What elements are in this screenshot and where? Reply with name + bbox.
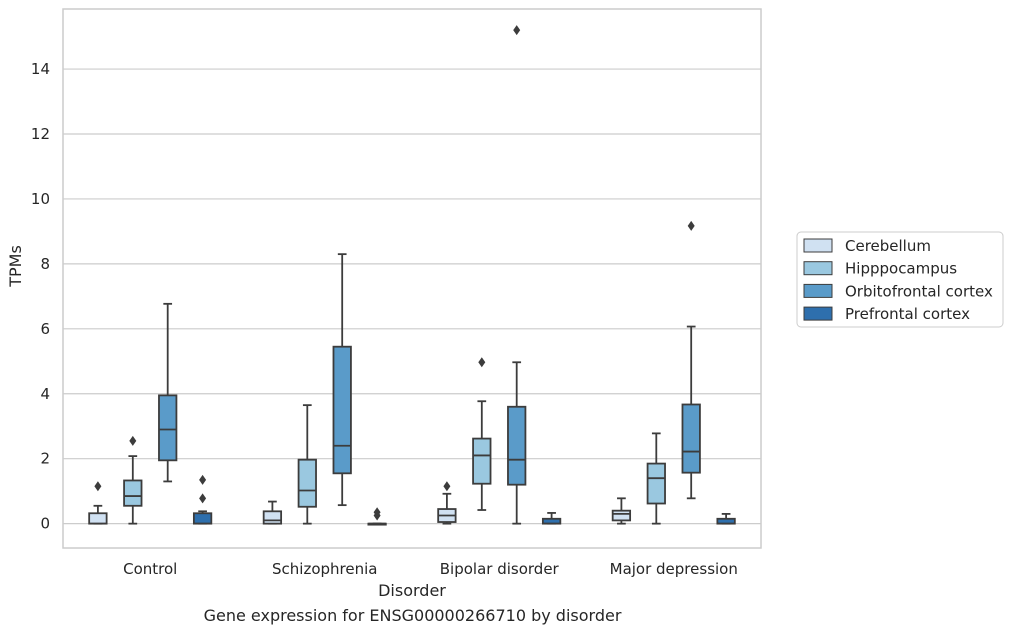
- box-plots: [88, 25, 736, 526]
- outlier-point: [687, 220, 695, 231]
- legend-label: Orbitofrontal cortex: [845, 282, 993, 300]
- box-plot: [88, 481, 108, 525]
- x-tick-label: Schizophrenia: [272, 560, 377, 578]
- legend-swatch: [803, 261, 833, 276]
- box: [507, 405, 527, 486]
- box-plot: [297, 404, 317, 525]
- box-plot: [123, 435, 143, 525]
- box-plot: [681, 220, 701, 500]
- legend-label: Hipppocampus: [845, 260, 957, 278]
- legend-label: Prefrontal cortex: [845, 305, 970, 323]
- x-axis-ticks: Control Schizophrenia Bipolar disorder Majo…: [123, 560, 738, 578]
- outlier-point: [443, 481, 451, 492]
- x-tick-label: Bipolar disorder: [440, 560, 560, 578]
- outlier-point: [478, 357, 486, 368]
- box: [88, 512, 108, 525]
- box-plot: [158, 302, 178, 483]
- legend: Cerebellum Hipppocampus Orbitofrontal cort…: [796, 231, 1004, 328]
- box: [297, 458, 317, 508]
- box: [472, 437, 492, 485]
- box: [332, 345, 352, 475]
- legend-label: Cerebellum: [845, 237, 931, 255]
- box: [262, 510, 283, 525]
- outlier-point: [513, 25, 521, 36]
- outlier-point: [129, 435, 137, 446]
- box-plot: [192, 474, 213, 525]
- box: [192, 512, 213, 525]
- y-axis-label: TPMs: [6, 245, 25, 288]
- y-tick-label: 12: [31, 125, 50, 143]
- outlier-point: [94, 481, 102, 492]
- y-tick-label: 14: [31, 60, 50, 78]
- outlier-point: [199, 493, 207, 504]
- x-tick-label: Major depression: [610, 560, 738, 578]
- y-tick-label: 8: [40, 255, 50, 273]
- box: [123, 479, 143, 507]
- outlier-point: [373, 507, 381, 518]
- box-plot: [472, 357, 492, 511]
- box-plot: [332, 253, 352, 507]
- box-plot: [437, 481, 457, 525]
- y-tick-label: 0: [40, 515, 50, 533]
- y-axis-ticks: 0 2 4 6 8 10 12 14: [31, 60, 50, 533]
- box-plot: [262, 500, 283, 525]
- box-plot: [716, 513, 736, 525]
- box: [611, 509, 632, 522]
- y-tick-label: 2: [40, 450, 50, 468]
- box: [158, 394, 178, 462]
- box-plot: [367, 507, 387, 526]
- chart-caption: Gene expression for ENSG00000266710 by d…: [203, 606, 622, 625]
- box-plot: [507, 25, 527, 525]
- x-tick-label: Control: [123, 560, 177, 578]
- x-axis-label: Disorder: [378, 581, 446, 600]
- legend-swatch: [803, 306, 833, 321]
- box-plot: [611, 497, 632, 525]
- box: [681, 403, 701, 474]
- legend-swatch: [803, 238, 833, 253]
- plot-frame: [62, 8, 762, 549]
- box-plot: [646, 432, 666, 525]
- box: [646, 462, 666, 505]
- y-tick-label: 10: [31, 190, 50, 208]
- box-plot: [541, 512, 562, 525]
- legend-swatch: [803, 283, 833, 298]
- legend-box: [796, 231, 1004, 328]
- y-tick-label: 6: [40, 320, 50, 338]
- grid-lines: [63, 68, 761, 525]
- y-tick-label: 4: [40, 385, 50, 403]
- outlier-point: [199, 474, 207, 485]
